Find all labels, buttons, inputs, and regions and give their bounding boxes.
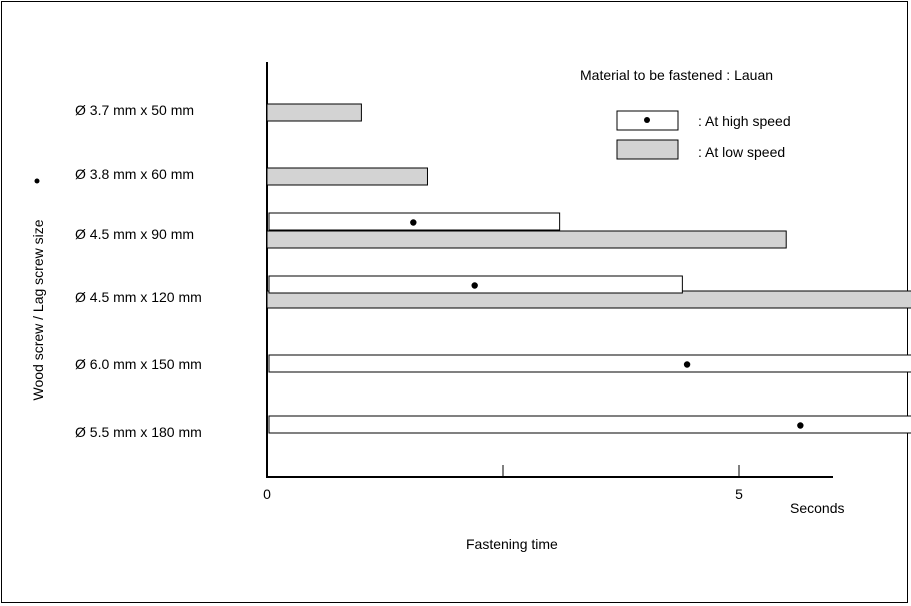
bars xyxy=(266,103,911,434)
bar-high-speed-dot xyxy=(683,361,691,368)
category-label: Ø 4.5 mm x 120 mm xyxy=(75,289,202,305)
x-tick-label: 0 xyxy=(263,486,271,502)
category-labels: Ø 3.7 mm x 50 mm Ø 3.8 mm x 60 mm Ø 4.5 mm… xyxy=(75,102,202,440)
category-label: Ø 5.5 mm x 180 mm xyxy=(75,424,202,440)
material-note: Material to be fastened : Lauan xyxy=(580,67,773,83)
category-label: Ø 3.7 mm x 50 mm xyxy=(75,102,194,118)
legend-high-speed-label: : At high speed xyxy=(698,113,791,129)
y-axis-title: Wood screw / Lag screw size xyxy=(30,219,46,400)
legend: : At high speed : At low speed xyxy=(616,110,791,160)
category-label: Ø 4.5 mm x 90 mm xyxy=(75,226,194,242)
bar-low-speed xyxy=(266,103,362,122)
x-ticks: 0510 xyxy=(263,465,743,502)
bar-high-speed-dot xyxy=(471,282,478,289)
bar-low-speed xyxy=(266,167,428,186)
category-label: Ø 3.8 mm x 60 mm xyxy=(75,166,194,182)
bar-high-speed xyxy=(268,354,911,373)
x-unit-label: Seconds xyxy=(790,500,844,516)
x-tick-label: 5 xyxy=(735,486,743,502)
category-label: Ø 6.0 mm x 150 mm xyxy=(75,356,202,372)
legend-high-speed-dot xyxy=(644,117,650,123)
bar-high-speed xyxy=(268,415,911,434)
bar-high-speed-dot xyxy=(797,422,804,429)
bar-high-speed-dot xyxy=(410,219,417,226)
bar-low-speed xyxy=(266,290,911,309)
legend-low-speed-swatch xyxy=(616,139,679,160)
x-axis-title: Fastening time xyxy=(466,536,558,552)
y-axis-title-bullet xyxy=(34,178,40,184)
bar-low-speed xyxy=(266,230,787,249)
legend-low-speed-label: : At low speed xyxy=(698,144,785,160)
